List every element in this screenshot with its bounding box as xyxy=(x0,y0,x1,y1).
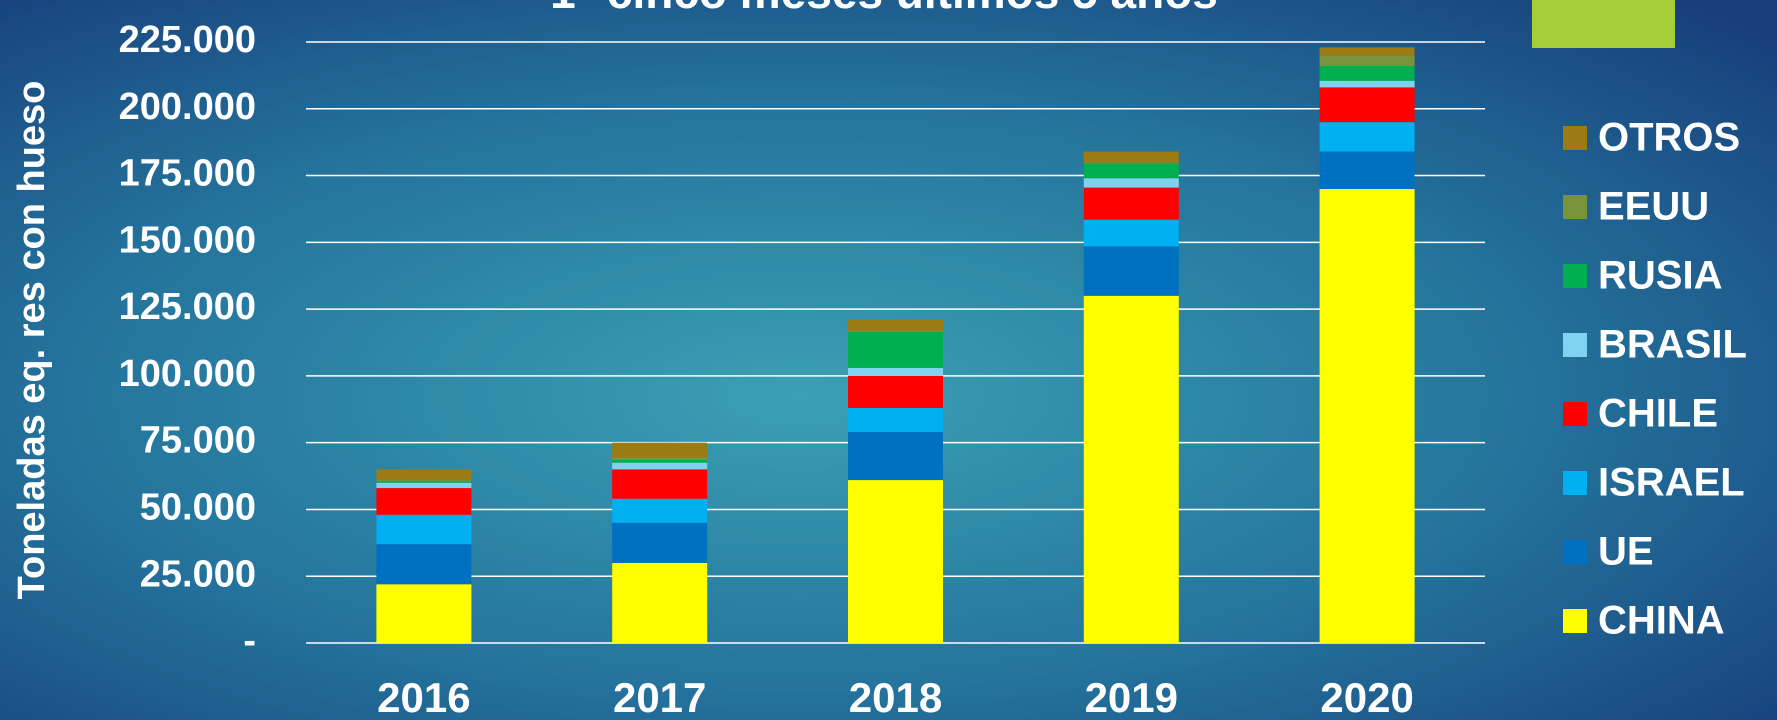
bar-segment xyxy=(1083,246,1179,296)
bar-segment xyxy=(1319,87,1415,123)
bar-segment xyxy=(376,544,472,585)
bar-segment xyxy=(1319,47,1415,56)
legend-swatch xyxy=(1563,126,1587,150)
x-tick-label: 2017 xyxy=(613,674,706,720)
legend-swatch xyxy=(1563,540,1587,564)
y-tick-label: 100.000 xyxy=(119,353,256,395)
legend-label: CHINA xyxy=(1598,599,1725,643)
legend-label: UE xyxy=(1598,530,1654,574)
bar-segment xyxy=(1319,55,1415,67)
bar-segment xyxy=(848,431,943,481)
bar-segment xyxy=(848,319,943,331)
legend-swatch xyxy=(1563,402,1587,426)
legend-label: OTROS xyxy=(1598,116,1740,160)
bar-segment xyxy=(612,462,708,470)
bar-segment xyxy=(1319,66,1415,81)
y-tick-label: - xyxy=(243,620,256,662)
bar-segment xyxy=(376,481,472,483)
decor-box xyxy=(1532,0,1675,48)
bar-segment xyxy=(1083,151,1179,163)
bar-segment xyxy=(848,407,943,432)
bar-segment xyxy=(612,460,708,463)
y-tick-label: 225.000 xyxy=(119,19,256,61)
bar-segment xyxy=(612,522,708,563)
bar-segment xyxy=(1319,188,1415,643)
bar-segment xyxy=(1083,162,1179,164)
x-tick-label: 2018 xyxy=(849,674,942,720)
bar-segment xyxy=(376,482,472,489)
bar-segment xyxy=(376,584,472,643)
bar-segment xyxy=(376,480,472,482)
bar-segment xyxy=(1319,80,1415,88)
bar-segment xyxy=(612,457,708,461)
bar-segment xyxy=(376,488,472,515)
legend-label: CHILE xyxy=(1598,392,1718,436)
y-tick-label: 75.000 xyxy=(140,420,256,462)
bar-segment xyxy=(376,514,472,545)
y-tick-label: 175.000 xyxy=(119,153,256,195)
y-axis-label: Toneladas eq. res con hueso xyxy=(11,81,53,600)
bar-segment xyxy=(1083,178,1179,188)
bar-segment xyxy=(1319,122,1415,152)
y-tick-label: 200.000 xyxy=(119,86,256,128)
bar-segment xyxy=(1083,219,1179,247)
bar-segment xyxy=(848,480,943,643)
legend-label: EEUU xyxy=(1598,185,1709,229)
bar-segment xyxy=(848,375,943,408)
legend-swatch xyxy=(1563,264,1587,288)
bar-segment xyxy=(612,442,708,458)
legend-label: BRASIL xyxy=(1598,323,1747,367)
bar-segment xyxy=(1083,163,1179,179)
legend-swatch xyxy=(1563,471,1587,495)
bar-segment xyxy=(1319,151,1415,189)
bar-segment xyxy=(612,562,708,643)
bar-segment xyxy=(1083,295,1179,643)
bar-segment xyxy=(848,331,943,368)
chart-title: 1° cinco meses últimos 5 años xyxy=(550,0,1218,18)
y-tick-label: 25.000 xyxy=(140,553,256,595)
legend-swatch xyxy=(1563,195,1587,219)
bar-segment xyxy=(612,498,708,523)
y-tick-label: 50.000 xyxy=(140,486,256,528)
y-tick-label: 150.000 xyxy=(119,219,256,261)
bar-segment xyxy=(1083,187,1179,220)
legend-swatch xyxy=(1563,609,1587,633)
x-tick-label: 2019 xyxy=(1085,674,1178,720)
x-tick-label: 2020 xyxy=(1320,674,1413,720)
bar-segment xyxy=(848,330,943,332)
legend-label: ISRAEL xyxy=(1598,461,1745,505)
y-tick-label: 125.000 xyxy=(119,286,256,328)
bar-segment xyxy=(848,367,943,376)
bar-segment xyxy=(376,469,472,481)
x-tick-label: 2016 xyxy=(377,674,470,720)
legend-label: RUSIA xyxy=(1598,254,1722,298)
legend-swatch xyxy=(1563,333,1587,357)
bar-segment xyxy=(612,469,708,499)
